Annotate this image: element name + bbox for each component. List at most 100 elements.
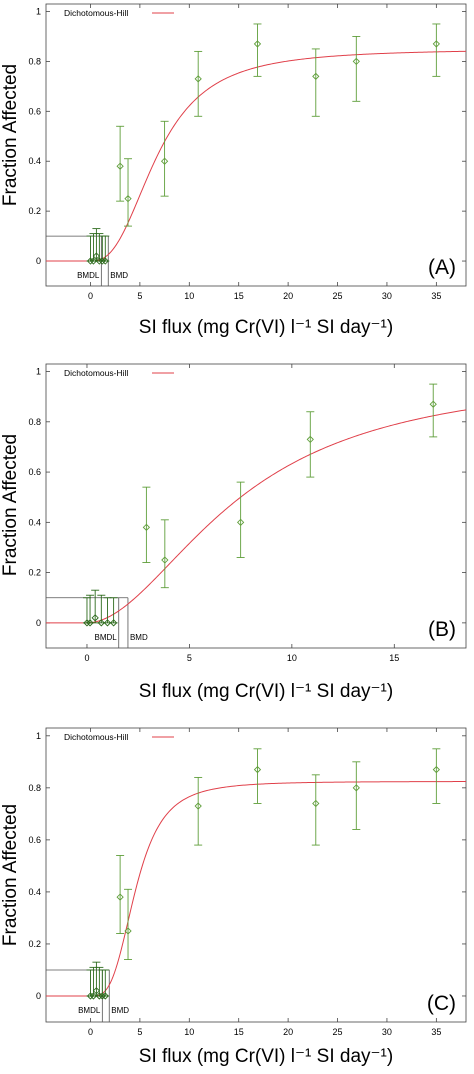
data-point-7: [116, 125, 125, 202]
data-point-10: [306, 411, 315, 478]
x-tick-label: 30: [382, 1027, 392, 1037]
data-point-11: [429, 383, 438, 438]
point-marker: [124, 195, 132, 203]
point-marker: [432, 40, 440, 48]
y-tick-label: 0: [36, 256, 41, 266]
y-axis-label: Fraction Affected: [0, 804, 21, 946]
data-point-3: [91, 589, 100, 624]
point-marker: [101, 992, 109, 1000]
x-tick-label: 30: [382, 291, 392, 301]
point-marker: [92, 252, 101, 260]
point-marker: [97, 619, 105, 627]
data-point-11: [311, 774, 320, 846]
y-tick-label: 0.4: [28, 517, 41, 527]
bmd-label: BMD: [111, 1006, 129, 1015]
point-marker: [429, 400, 437, 408]
plot-frame: [45, 3, 467, 287]
y-tick-label: 0.6: [28, 467, 41, 477]
point-marker: [236, 518, 245, 526]
data-point-9: [160, 120, 169, 197]
x-tick-label: 10: [184, 1027, 194, 1037]
legend-label: Dichotomous-Hill: [64, 368, 128, 378]
point-marker: [83, 619, 91, 627]
bmd-label: BMD: [110, 271, 128, 280]
y-axis-label: Fraction Affected: [0, 434, 21, 576]
data-point-8: [160, 519, 169, 589]
data-point-11: [253, 23, 262, 77]
bmd-label: BMD: [130, 633, 148, 642]
x-tick-label: 25: [333, 291, 343, 301]
point-marker: [89, 992, 98, 1000]
x-tick-label: 35: [431, 1027, 441, 1037]
y-tick-label: 0: [36, 991, 41, 1001]
point-marker: [101, 257, 109, 265]
point-marker: [253, 765, 262, 774]
point-marker: [116, 162, 124, 170]
y-tick-label: 0.6: [28, 106, 41, 116]
data-point-7: [116, 855, 125, 934]
point-marker: [352, 57, 360, 66]
data-point-13: [432, 748, 441, 804]
y-tick-label: 0.8: [28, 783, 41, 793]
point-marker: [86, 257, 95, 265]
data-point-6: [109, 597, 118, 627]
point-marker: [89, 257, 98, 265]
point-marker: [86, 992, 95, 1000]
x-tick-label: 0: [88, 1027, 93, 1037]
y-tick-label: 0.2: [28, 939, 41, 949]
y-tick-label: 0.4: [28, 887, 41, 897]
data-point-10: [253, 748, 262, 804]
data-point-13: [352, 35, 361, 102]
plot-frame: [45, 363, 467, 649]
point-marker: [103, 619, 112, 627]
point-marker: [194, 802, 202, 810]
y-tick-label: 0.2: [28, 568, 41, 578]
data-point-6: [101, 969, 110, 1000]
data-point-9: [236, 481, 245, 558]
data-point-8: [124, 158, 133, 227]
panel-label: (B): [428, 618, 456, 641]
point-marker: [124, 927, 132, 935]
x-tick-label: 35: [431, 291, 441, 301]
point-marker: [160, 157, 169, 165]
panel-label: (A): [428, 256, 456, 279]
data-point-12: [352, 761, 361, 830]
point-marker: [109, 619, 118, 627]
data-point-7: [142, 486, 151, 563]
dichotomous-hill-curve: [46, 781, 466, 997]
x-axis-label: SI flux (mg Cr(VI) l⁻¹ SI day⁻¹): [139, 1046, 393, 1067]
x-tick-label: 15: [234, 1027, 244, 1037]
data-point-5: [103, 597, 112, 627]
data-point-12: [311, 48, 320, 117]
point-marker: [312, 799, 320, 808]
legend-label: Dichotomous-Hill: [64, 8, 128, 18]
legend-label: Dichotomous-Hill: [64, 732, 128, 742]
x-tick-label: 20: [283, 1027, 293, 1037]
y-tick-label: 0.8: [28, 56, 41, 66]
x-axis-label: SI flux (mg Cr(VI) l⁻¹ SI day⁻¹): [139, 317, 393, 338]
y-tick-label: 1: [36, 6, 41, 16]
y-tick-label: 0.4: [28, 156, 41, 166]
data-point-14: [432, 23, 441, 77]
dichotomous-hill-curve: [46, 50, 467, 262]
point-marker: [352, 784, 360, 792]
data-point-10: [194, 50, 203, 117]
bmdl-label: BMDL: [78, 1006, 101, 1015]
point-marker: [95, 992, 104, 1000]
y-axis-label: Fraction Affected: [0, 64, 21, 206]
x-tick-label: 5: [187, 653, 192, 663]
point-marker: [92, 987, 101, 995]
data-point-6: [101, 235, 110, 265]
bmdl-label: BMDL: [94, 633, 117, 642]
point-marker: [95, 257, 104, 265]
point-marker: [91, 614, 99, 622]
x-tick-label: 15: [234, 291, 244, 301]
point-marker: [306, 435, 314, 444]
x-tick-label: 0: [88, 291, 93, 301]
x-tick-label: 20: [283, 291, 293, 301]
x-axis-label: SI flux (mg Cr(VI) l⁻¹ SI day⁻¹): [139, 681, 393, 702]
